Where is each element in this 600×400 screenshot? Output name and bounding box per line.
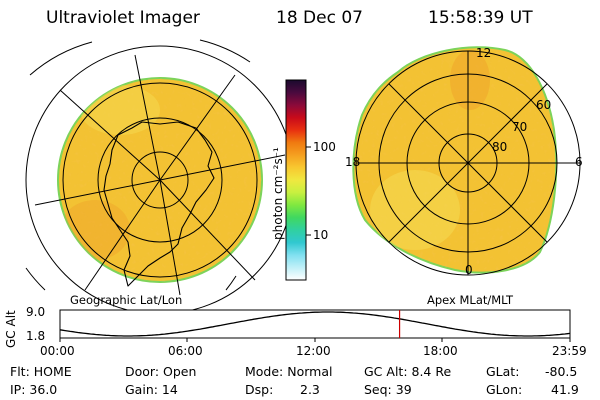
colorbar-unit-label: photon cm⁻²s⁻¹	[271, 147, 285, 240]
altitude-x-tick: 12:00	[296, 344, 331, 358]
latitude-circle	[97, 117, 223, 243]
coastline	[103, 121, 215, 287]
altitude-x-tick: 00:00	[40, 344, 75, 358]
meridian-line	[34, 179, 161, 206]
mlt-label-top: 12	[476, 46, 492, 60]
altitude-y-tick: 9.0	[26, 305, 46, 319]
filter-status: Flt: HOME	[10, 364, 72, 379]
latitude-circle	[131, 151, 189, 209]
right-map-caption: Apex MLat/MLT	[427, 293, 514, 307]
mlt-label-bottom: 0	[465, 263, 473, 277]
gain-status: Gain: 14	[125, 382, 178, 397]
door-status: Door: Open	[125, 364, 197, 379]
glon-label: GLon:	[486, 382, 523, 397]
meridian-line	[159, 179, 256, 281]
glat-label: GLat:	[486, 364, 520, 379]
latitude-circle	[62, 82, 258, 278]
glon-value: 41.9	[551, 382, 579, 397]
meridian-line	[84, 179, 161, 291]
colorbar	[285, 79, 311, 281]
meridian-line	[159, 179, 181, 296]
mlat-label: 70	[512, 120, 528, 134]
frame-arc	[225, 275, 237, 291]
mlat-label: 60	[536, 98, 552, 112]
colorbar-rect	[285, 79, 307, 281]
time-label: 15:58:39 UT	[428, 8, 533, 28]
colorbar-tick-label: 100	[313, 140, 336, 154]
seq-status: Seq: 39	[364, 382, 412, 397]
right-dim-patch	[450, 50, 490, 110]
altitude-y-tick: 1.8	[26, 329, 46, 343]
mode-status: Mode: Normal	[245, 364, 333, 379]
altitude-x-tick: 18:00	[423, 344, 458, 358]
meridian-line	[159, 74, 236, 181]
meridian-line	[134, 54, 161, 181]
mlt-label-right: 6	[575, 155, 583, 169]
altitude-curve	[59, 311, 571, 337]
altitude-x-tick: 23:59	[552, 344, 587, 358]
right-bright-patch	[370, 170, 460, 250]
glat-value: -80.5	[545, 364, 578, 379]
frame-arc	[29, 41, 93, 76]
mlt-label-left: 18	[345, 155, 361, 169]
frame-arc	[25, 267, 46, 291]
frame-arc	[199, 39, 251, 63]
altitude-ylabel: GC Alt	[4, 310, 18, 348]
meridian-line	[159, 154, 286, 181]
geographic-map	[25, 39, 295, 315]
altitude-x-tick: 06:00	[168, 344, 203, 358]
left-bright-patch	[80, 85, 160, 135]
dsp-value: 2.3	[300, 382, 320, 397]
apex-map	[352, 46, 581, 276]
gc-alt-status: GC Alt: 8.4 Re	[364, 364, 452, 379]
mlat-label: 80	[492, 140, 508, 154]
mlt-line	[388, 83, 548, 243]
instrument-title: Ultraviolet Imager	[46, 8, 200, 28]
date-label: 18 Dec 07	[276, 8, 363, 28]
altitude-plot	[59, 309, 571, 342]
ip-status: IP: 36.0	[10, 382, 58, 397]
meridian-line	[59, 89, 161, 181]
left-map-caption: Geographic Lat/Lon	[70, 293, 183, 307]
dsp-label: Dsp:	[245, 382, 274, 397]
colorbar-tick-label: 10	[313, 228, 329, 242]
